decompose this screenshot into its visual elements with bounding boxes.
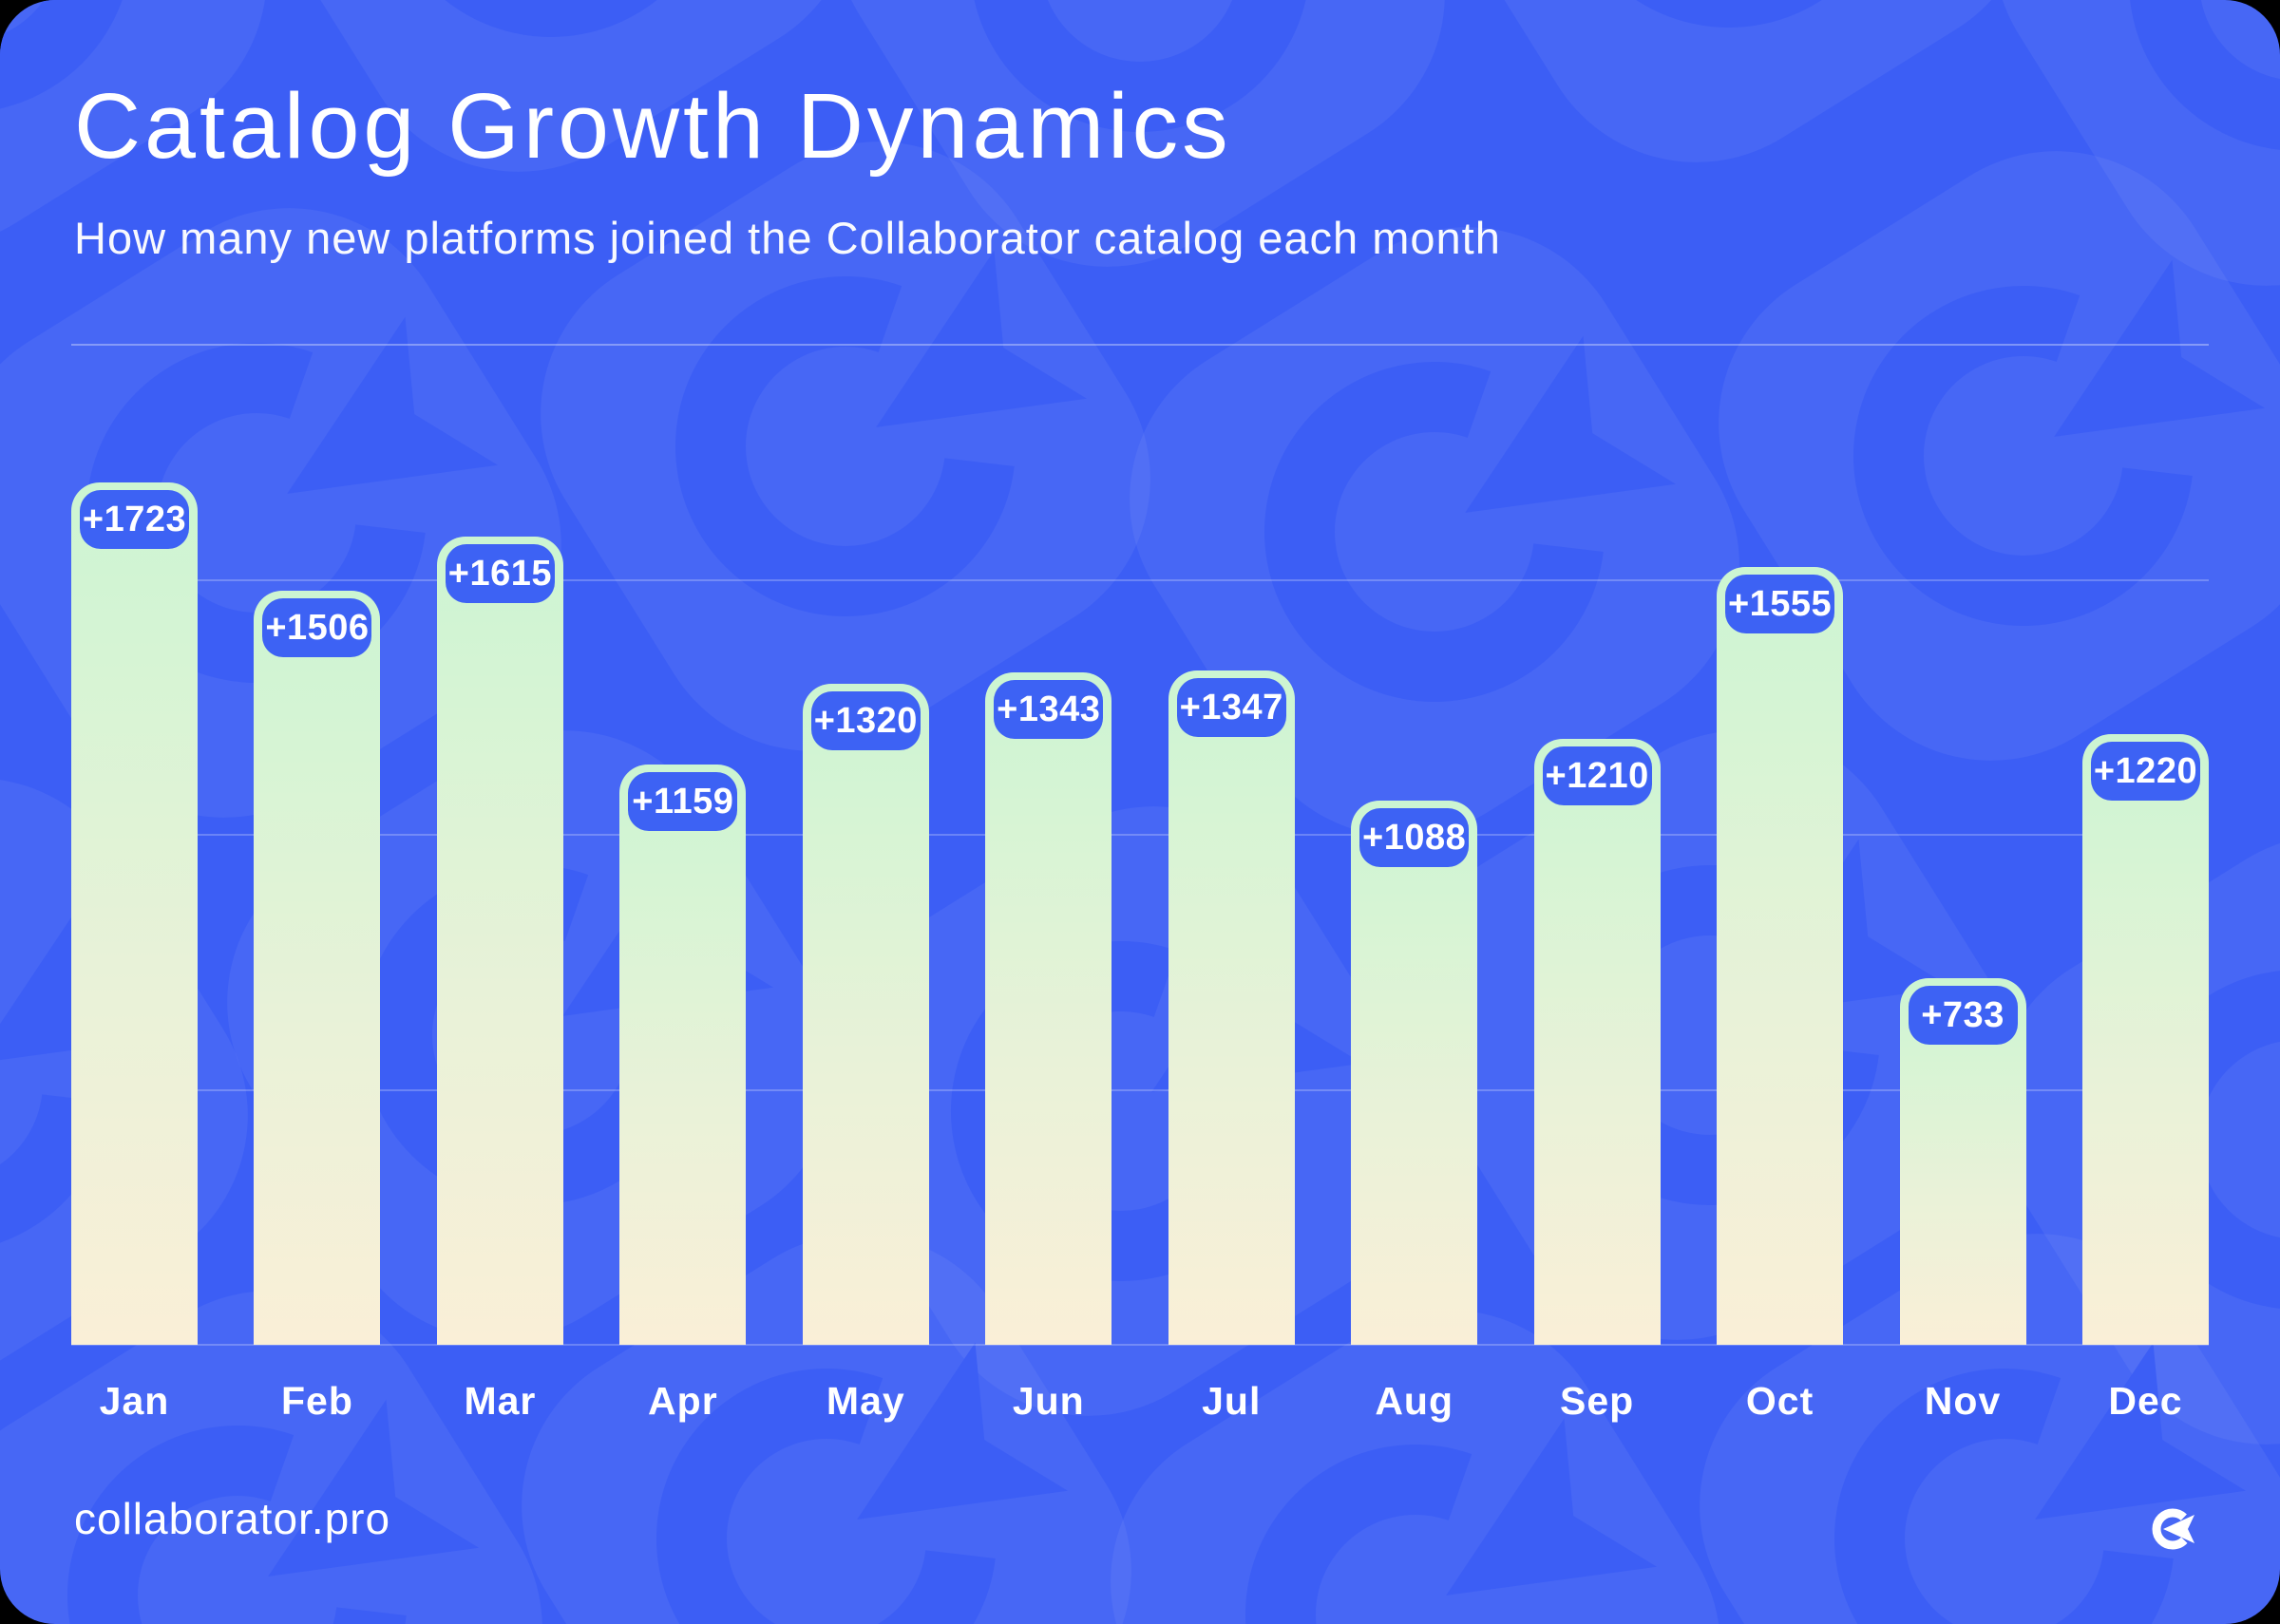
bar-mar: +1615 [436,537,563,1345]
x-axis-label-may: May [826,1379,905,1423]
x-axis-label-aug: Aug [1375,1379,1454,1423]
x-axis-label-sep: Sep [1560,1379,1635,1423]
page-title: Catalog Growth Dynamics [74,74,1232,178]
data-label-badge: +1220 [2090,742,2200,801]
x-axis-label-oct: Oct [1745,1379,1814,1423]
data-label-badge: +1210 [1542,746,1652,805]
data-label-badge: +1555 [1725,575,1835,633]
page-subtitle: How many new platforms joined the Collab… [74,213,1501,263]
x-axis-label-jul: Jul [1202,1379,1262,1423]
x-axis-label-apr: Apr [648,1379,718,1423]
x-axis-label-dec: Dec [2108,1379,2183,1423]
x-axis-label-jun: Jun [1012,1379,1085,1423]
plot-area: +1723 +1506 +1615 +1159 +1320 +1343 +1347 +1088… [71,380,2209,1345]
bar-feb: +1506 [254,591,381,1345]
gridline [71,1089,2209,1091]
x-axis-label-feb: Feb [281,1379,353,1423]
bar-aug: +1088 [1351,801,1478,1345]
gridline-layer [71,380,2209,1346]
data-label-badge: +1723 [80,490,189,549]
bar-jul: +1347 [1168,670,1295,1345]
gridline [71,834,2209,836]
data-label-badge: +1159 [628,772,738,831]
data-label-badge: +1615 [445,544,555,603]
bar-dec: +1220 [2081,734,2209,1345]
x-axis-label-nov: Nov [1924,1379,2002,1423]
data-label-badge: +1506 [262,598,372,657]
data-label-badge: +1320 [810,691,921,750]
bar-oct: +1555 [1717,567,1844,1345]
gridline [71,579,2209,581]
bar-nov: +733 [1899,978,2026,1345]
x-axis-label-mar: Mar [464,1379,537,1423]
collaborator-logo-icon [2152,1508,2194,1550]
bar-jun: +1343 [985,672,1112,1345]
x-axis-labels: Jan Feb Mar Apr May Jun Jul Aug Sep Oct Nov Dec [71,1379,2209,1424]
bar-apr: +1159 [619,765,747,1345]
data-label-badge: +1347 [1176,678,1286,737]
website-text: collaborator.pro [74,1494,391,1543]
header-divider [71,344,2209,346]
bar-sep: +1210 [1533,739,1661,1345]
data-label-badge: +1088 [1359,808,1470,867]
x-axis-label-jan: Jan [99,1379,170,1423]
data-label-badge: +733 [1908,986,2018,1045]
gridline [71,1344,2209,1346]
data-label-badge: +1343 [994,680,1104,739]
header: Catalog Growth Dynamics How many new pla… [74,80,1501,264]
bar-may: +1320 [802,684,929,1345]
bar-jan: +1723 [71,482,198,1345]
